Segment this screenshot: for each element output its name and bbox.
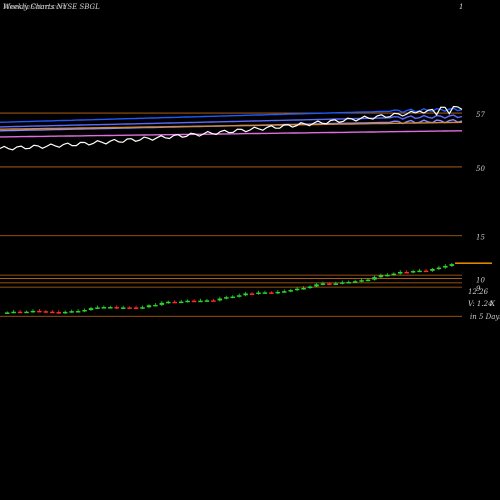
candle-body-13: [88, 308, 94, 310]
candle-body-33: [217, 298, 223, 301]
candle-body-56: [365, 279, 371, 282]
candle-body-60: [391, 273, 397, 276]
ma-series-line-1: [0, 114, 463, 128]
candle-body-24: [159, 302, 165, 305]
candle-body-10: [69, 311, 74, 313]
candle-body-16: [108, 307, 113, 309]
candle-body-12: [82, 309, 87, 312]
candle-body-20: [133, 307, 139, 309]
candle-body-38: [249, 293, 255, 295]
candle-body-68: [443, 265, 448, 268]
candle-body-21: [140, 307, 145, 309]
price-tick-label-15: 15: [476, 234, 485, 242]
ma-series-line-0: [0, 107, 463, 123]
candle-body-42: [275, 291, 281, 294]
price-tick-label-9: 9: [476, 285, 481, 293]
ma-series-line-4: [0, 130, 462, 138]
candle-body-36: [236, 295, 242, 297]
candle-body-55: [359, 280, 364, 282]
ma-series-line-3: [0, 121, 463, 130]
candle-body-45: [294, 288, 300, 291]
candle-body-31: [204, 300, 210, 302]
candle-body-9: [62, 311, 68, 314]
candle-body-25: [166, 301, 171, 304]
candle-body-61: [397, 271, 403, 274]
candle-body-28: [185, 300, 190, 303]
candle-body-14: [95, 307, 100, 309]
candle-body-17: [114, 307, 120, 309]
candle-body-11: [75, 311, 81, 313]
top-right-mark: 1: [459, 3, 463, 11]
candle-body-47: [307, 286, 313, 288]
candle-body-18: [120, 307, 126, 309]
candle-body-62: [404, 271, 409, 274]
candle-body-34: [224, 297, 229, 299]
candle-body-67: [436, 267, 442, 270]
candle-body-40: [262, 292, 268, 294]
candle-body-19: [127, 307, 132, 309]
ma-tick-label-57: 57: [476, 111, 485, 119]
candle-body-7: [50, 311, 55, 314]
candle-body-54: [352, 281, 358, 283]
candle-body-50: [327, 283, 332, 285]
candle-body-22: [146, 305, 152, 308]
candle-body-8: [56, 312, 62, 314]
candle-body-5: [37, 310, 42, 313]
candle-body-1: [11, 311, 16, 314]
candle-body-57: [372, 277, 377, 280]
watermark: MunafaSutra.com: [2, 3, 67, 11]
candle-body-43: [282, 291, 287, 293]
candle-body-53: [346, 281, 351, 284]
volume-multiplier: X: [489, 300, 496, 308]
candle-body-46: [301, 287, 306, 290]
candle-body-3: [24, 311, 29, 314]
candle-body-59: [385, 274, 390, 277]
chart-title: Weekly Charts NYSE SBGL: [3, 3, 100, 11]
candle-body-26: [172, 301, 177, 304]
candle-body-30: [198, 300, 203, 303]
candle-body-49: [320, 283, 326, 285]
candle-body-64: [417, 270, 422, 273]
candle-body-41: [269, 292, 274, 294]
candle-body-0: [4, 312, 10, 314]
candle-body-52: [339, 282, 345, 284]
ma-tick-label-50: 50: [476, 165, 485, 173]
price-panel: 15 109: [0, 234, 492, 317]
price-tick-label-10: 10: [476, 277, 485, 285]
candle-body-29: [191, 300, 197, 303]
last-price-readout: 12.26: [468, 288, 489, 296]
candle-body-35: [230, 296, 235, 299]
candle-body-44: [288, 290, 293, 292]
candle-body-63: [410, 271, 416, 273]
candle-body-2: [17, 311, 23, 314]
volume-readout: V: 1.24: [468, 300, 493, 308]
candle-body-69: [449, 264, 455, 266]
candle-body-32: [211, 300, 216, 302]
period-readout: in 5 Days: [470, 313, 500, 321]
candle-body-39: [256, 292, 261, 295]
candle-body-23: [153, 304, 158, 307]
candle-body-37: [243, 293, 248, 296]
candle-body-51: [333, 283, 339, 285]
moving-average-panel: 57 50: [0, 105, 485, 173]
candle-body-58: [378, 275, 384, 278]
candle-body-66: [430, 268, 435, 271]
candle-body-6: [43, 311, 49, 313]
candle-body-65: [423, 270, 429, 273]
candle-body-48: [314, 284, 319, 287]
candle-body-15: [101, 307, 107, 309]
ma-series-line-5: [0, 105, 463, 151]
candle-body-27: [178, 301, 184, 304]
candle-body-4: [30, 310, 36, 313]
